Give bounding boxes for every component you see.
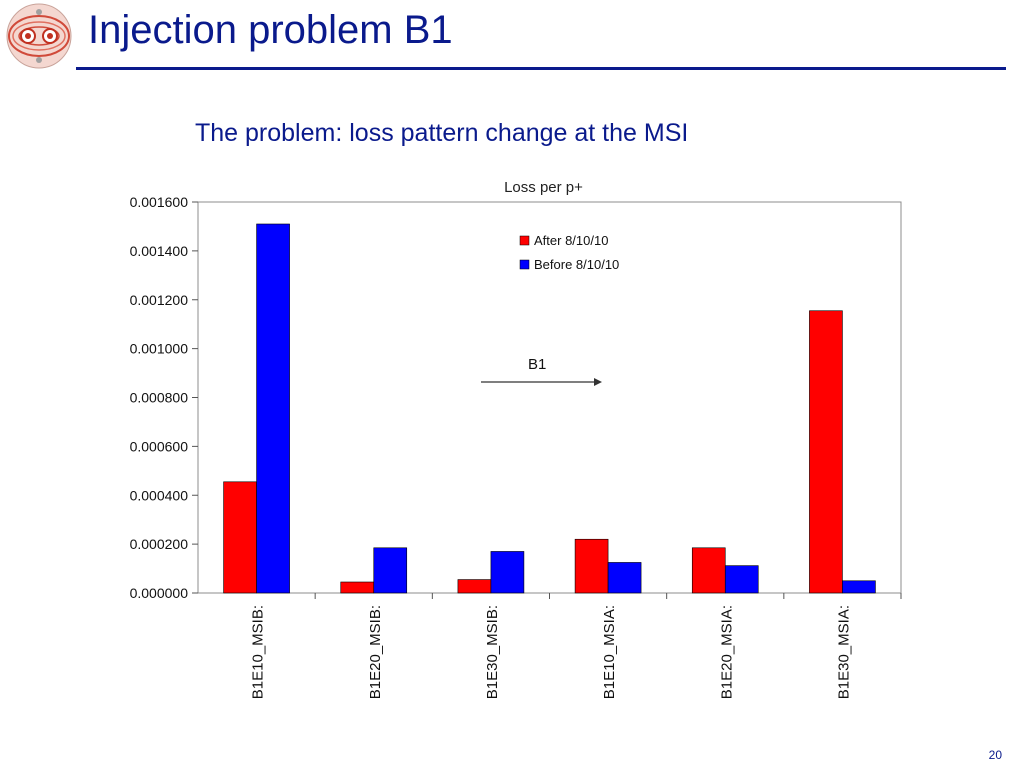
y-tick-label: 0.001000 xyxy=(130,341,189,357)
legend-swatch xyxy=(519,259,530,270)
y-tick-label: 0.000800 xyxy=(130,390,189,406)
bar-before-1 xyxy=(256,223,290,594)
bar-before-2 xyxy=(373,547,408,594)
legend-label: Before 8/10/10 xyxy=(534,257,619,272)
legend-label: After 8/10/10 xyxy=(534,233,608,248)
y-tick-label: 0.001600 xyxy=(130,194,189,210)
x-category-label: B1E30_MSIB: xyxy=(484,605,501,699)
y-tick-label: 0.000200 xyxy=(130,536,189,552)
y-tick-label: 0.000000 xyxy=(130,585,189,601)
bar-after-4 xyxy=(574,538,609,594)
bar-after-6 xyxy=(809,310,843,594)
bar-before-3 xyxy=(490,551,525,594)
bar-after-3 xyxy=(457,579,492,594)
lhc-logo xyxy=(6,3,72,69)
legend-swatch xyxy=(519,235,530,246)
slide-title: Injection problem B1 xyxy=(88,8,453,52)
y-tick-label: 0.001400 xyxy=(130,243,189,259)
bar-before-4 xyxy=(607,562,642,594)
y-tick-label: 0.001200 xyxy=(130,292,189,308)
bar-before-5 xyxy=(724,565,759,594)
bar-after-5 xyxy=(691,547,726,594)
bar-before-6 xyxy=(842,580,876,594)
loss-bar-chart: Loss per p+ 0.000000 0.000200 0.000400 0.000… xyxy=(130,179,902,699)
x-category-label: B1E10_MSIB: xyxy=(250,605,267,699)
x-category-label: B1E20_MSIB: xyxy=(367,605,384,699)
title-divider xyxy=(76,67,1006,70)
slide-subtitle: The problem: loss pattern change at the … xyxy=(195,119,689,147)
x-category-label: B1E10_MSIA: xyxy=(601,605,618,699)
chart-title: Loss per p+ xyxy=(504,179,583,196)
annotation-arrow-head xyxy=(594,378,602,386)
x-category-label: B1E30_MSIA: xyxy=(835,605,852,699)
page-number: 20 xyxy=(988,748,1002,762)
x-category-label: B1E20_MSIA: xyxy=(718,605,735,699)
bar-after-2 xyxy=(340,581,375,594)
annotation-label: B1 xyxy=(528,356,546,373)
y-tick-label: 0.000600 xyxy=(130,438,189,454)
y-tick-label: 0.000400 xyxy=(130,487,189,503)
bar-after-1 xyxy=(223,481,257,594)
